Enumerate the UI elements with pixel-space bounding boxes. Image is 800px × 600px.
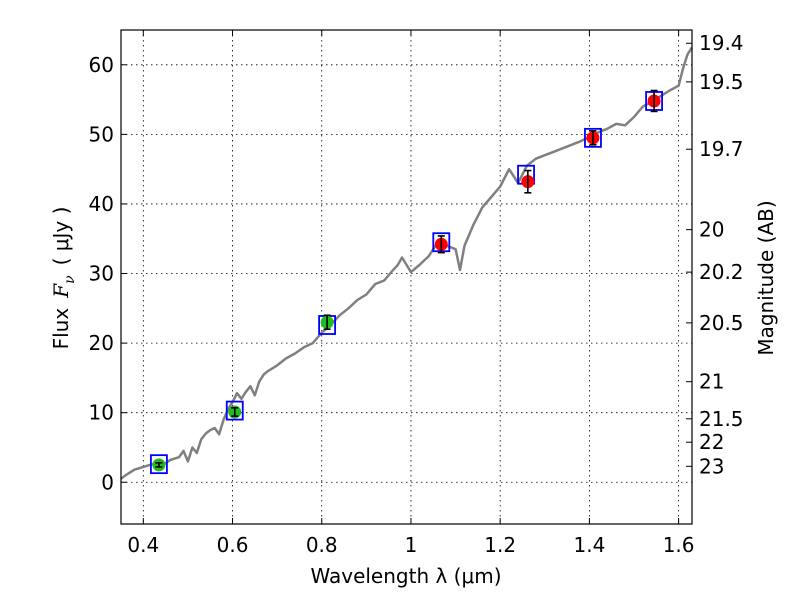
- y2-tick-label: 19.5: [699, 70, 744, 94]
- y2-tick-label: 21: [699, 370, 724, 394]
- y-tick-label: 40: [89, 192, 114, 216]
- x-tick-label: 0.8: [306, 533, 338, 557]
- y-axis-label-word: Flux: [49, 308, 73, 350]
- y-axis-label-subscript: ν: [62, 275, 78, 284]
- y-tick-label: 50: [89, 122, 114, 146]
- model-photometry-square: [225, 400, 244, 421]
- model-photometry-square: [584, 127, 602, 148]
- x-tick-label: 1.2: [484, 533, 516, 557]
- data-series: [120, 46, 694, 480]
- y2-tick-label: 20.2: [699, 260, 744, 284]
- plot-frame: [120, 29, 693, 525]
- x-tick-label: 0.4: [127, 533, 159, 557]
- y2-tick-label: 20.5: [699, 311, 744, 335]
- y-tick-label: 10: [89, 401, 114, 425]
- x-tick-label: 0.6: [217, 533, 249, 557]
- y2-tick-label: 22: [699, 430, 724, 454]
- x-tick-label: 1.6: [663, 533, 695, 557]
- y-axis-label-unit: ( μJy ): [49, 207, 73, 266]
- y-tick-label: 0: [101, 470, 114, 494]
- x-axis-label: Wavelength λ (μm): [310, 564, 501, 588]
- grid-lines: [121, 30, 692, 524]
- y-tick-label: 60: [89, 53, 114, 77]
- y-tick-label: 30: [89, 262, 114, 286]
- x-tick-label: 1: [405, 533, 418, 557]
- x-tick-label: 1.4: [573, 533, 605, 557]
- y-axis-label: Flux Fν ( μJy ): [49, 207, 78, 350]
- y2-tick-label: 21.5: [699, 407, 744, 431]
- y2-axis-label: Magnitude (AB): [754, 200, 778, 355]
- y-axis-label-symbol: F: [49, 283, 73, 299]
- model-photometry-square: [150, 454, 168, 475]
- y2-tick-label: 23: [699, 454, 724, 478]
- y2-tick-label: 20: [699, 218, 724, 242]
- spectrum-line: [120, 46, 694, 480]
- y-tick-label: 20: [89, 331, 114, 355]
- axis-ticks: 0.4 0.6 0.8 1 1.2 1.4 1.6 0 10 20 30 40 50 60 19.4 19.5…: [89, 30, 744, 557]
- y2-tick-label: 19.7: [699, 137, 744, 161]
- y2-tick-label: 19.4: [699, 31, 744, 55]
